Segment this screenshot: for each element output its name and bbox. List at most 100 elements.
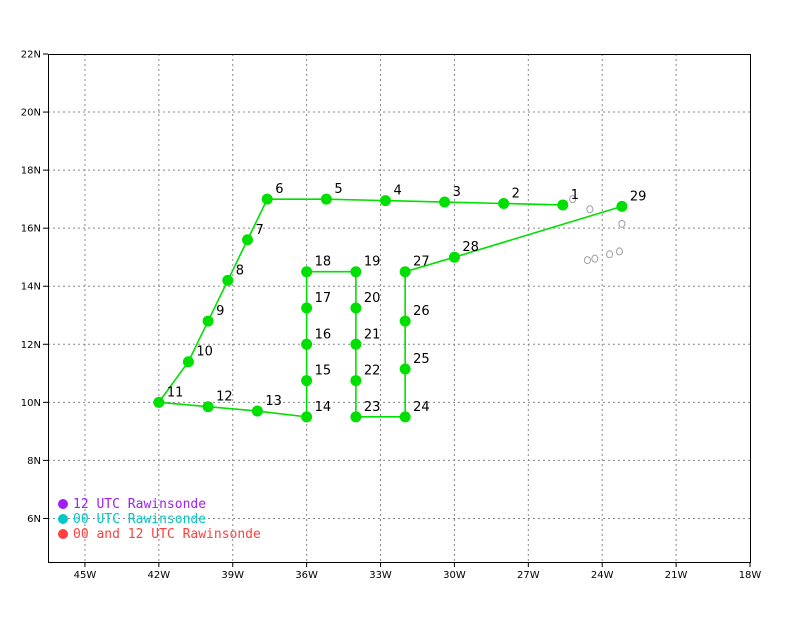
track-point-19 <box>350 266 362 278</box>
legend: 12 UTC Rawinsonde 00 UTC Rawinsonde 00 a… <box>58 497 261 542</box>
legend-item-00utc: 00 UTC Rawinsonde <box>58 512 206 527</box>
track-point-24 <box>399 411 411 423</box>
y-tick-label: 22N <box>21 50 41 61</box>
legend-marker-00and12utc <box>58 529 68 539</box>
track-point-label-1: 1 <box>571 188 579 203</box>
x-tick-label: 21W <box>665 570 688 581</box>
y-tick-label: 18N <box>21 166 41 177</box>
track-point-label-2: 2 <box>512 186 520 201</box>
track-point-4 <box>379 195 391 207</box>
track-point-22 <box>350 375 362 387</box>
track-point-label-23: 23 <box>364 400 381 415</box>
legend-item-00and12utc: 00 and 12 UTC Rawinsonde <box>58 527 261 542</box>
track-point-label-29: 29 <box>630 189 647 204</box>
track-point-11 <box>153 396 165 408</box>
track-point-17 <box>301 302 313 314</box>
track-point-16 <box>301 338 313 350</box>
track-point-25 <box>399 363 411 375</box>
x-tick-label: 27W <box>517 570 540 581</box>
track-point-label-20: 20 <box>364 291 381 306</box>
track-point-label-11: 11 <box>167 385 184 400</box>
lat-lon-grid <box>48 54 750 562</box>
track-point-10 <box>182 356 194 368</box>
track-point-9 <box>202 315 214 327</box>
track-point-label-26: 26 <box>413 304 430 319</box>
track-point-label-15: 15 <box>315 364 332 379</box>
track-point-8 <box>222 274 234 286</box>
flight-track-line <box>157 198 623 418</box>
x-tick-label: 18W <box>739 570 762 581</box>
track-point-label-13: 13 <box>265 394 282 409</box>
y-tick-label: 6N <box>27 514 41 525</box>
track-point-2 <box>498 197 510 209</box>
legend-marker-12utc <box>58 499 68 509</box>
track-point-label-24: 24 <box>413 400 430 415</box>
island-outline <box>586 205 594 214</box>
track-point-12 <box>202 401 214 413</box>
track-point-21 <box>350 338 362 350</box>
x-tick-label: 30W <box>443 570 466 581</box>
track-point-5 <box>320 193 332 205</box>
legend-label-12utc: 12 UTC Rawinsonde <box>73 497 206 512</box>
map-frame <box>48 54 751 563</box>
legend-label-00and12utc: 00 and 12 UTC Rawinsonde <box>73 527 261 542</box>
track-point-label-6: 6 <box>275 182 283 197</box>
island-outline <box>583 256 591 265</box>
track-point-label-3: 3 <box>453 185 461 200</box>
track-point-label-9: 9 <box>216 304 224 319</box>
track-point-7 <box>242 234 254 246</box>
x-tick-label: 45W <box>74 570 97 581</box>
track-point-label-12: 12 <box>216 390 233 405</box>
legend-item-12utc: 12 UTC Rawinsonde <box>58 497 206 512</box>
y-tick-label: 12N <box>21 340 41 351</box>
island-outline <box>591 254 599 263</box>
y-tick-label: 10N <box>21 398 41 409</box>
track-point-label-17: 17 <box>315 291 332 306</box>
track-point-label-27: 27 <box>413 255 430 270</box>
y-tick-label: 16N <box>21 224 41 235</box>
island-outline <box>618 219 626 228</box>
track-point-label-19: 19 <box>364 255 381 270</box>
x-tick-label: 24W <box>591 570 614 581</box>
y-tick-label: 14N <box>21 282 41 293</box>
track-point-29 <box>616 200 628 212</box>
track-point-label-28: 28 <box>462 240 479 255</box>
island-coastlines <box>569 195 626 265</box>
track-point-3 <box>439 196 451 208</box>
track-point-1 <box>557 199 569 211</box>
y-tick-label: 8N <box>27 456 41 467</box>
island-outline <box>615 247 623 256</box>
island-outline <box>569 195 577 204</box>
track-point-28 <box>448 251 460 263</box>
track-point-26 <box>399 315 411 327</box>
track-point-label-22: 22 <box>364 364 381 379</box>
track-point-label-25: 25 <box>413 352 430 367</box>
track-point-13 <box>251 405 263 417</box>
track-point-27 <box>399 266 411 278</box>
track-point-label-5: 5 <box>334 182 342 197</box>
legend-label-00utc: 00 UTC Rawinsonde <box>73 512 206 527</box>
longitude-tick-labels: 45W 42W 39W 36W 33W 30W 27W 24W 21W 18W <box>74 562 762 581</box>
track-point-label-18: 18 <box>315 255 332 270</box>
x-tick-label: 39W <box>221 570 244 581</box>
track-point-label-14: 14 <box>315 400 332 415</box>
track-point-label-7: 7 <box>256 223 264 238</box>
x-tick-label: 42W <box>148 570 171 581</box>
flight-track <box>157 198 623 418</box>
x-tick-label: 33W <box>369 570 392 581</box>
y-tick-label: 20N <box>21 108 41 119</box>
track-point-label-21: 21 <box>364 327 381 342</box>
track-point-label-10: 10 <box>196 345 213 360</box>
x-tick-label: 36W <box>295 570 318 581</box>
track-point-label-8: 8 <box>236 263 244 278</box>
latitude-tick-labels: 6N 8N 10N 12N 14N 16N 18N 20N 22N <box>21 50 48 525</box>
track-point-18 <box>301 266 313 278</box>
track-points <box>153 193 628 423</box>
legend-marker-00utc <box>58 514 68 524</box>
track-point-6 <box>261 193 273 205</box>
track-point-14 <box>301 411 313 423</box>
track-point-15 <box>301 375 313 387</box>
track-point-23 <box>350 411 362 423</box>
